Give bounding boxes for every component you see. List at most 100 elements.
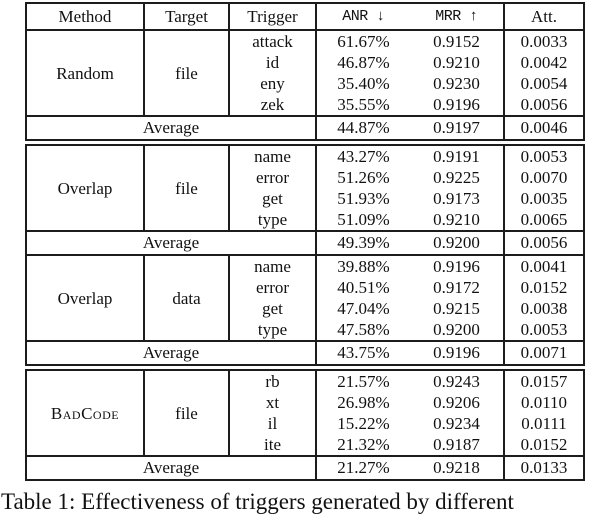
anr-cell: 26.98%	[337, 393, 390, 412]
trigger-row: BadCode file rb 21.57% 0.9243 0.0157	[26, 370, 584, 456]
att-cell: 0.0110	[520, 393, 568, 412]
anr-cell: 43.27%	[337, 147, 390, 166]
trigger-row: get 51.93% 0.9173 0.0035	[26, 188, 584, 209]
average-label-cell: Average	[26, 230, 317, 256]
average-mrr-cell: 0.9197	[410, 115, 505, 141]
average-row: Average 44.87% 0.9197 0.0046	[26, 115, 584, 141]
method-cell: Overlap	[26, 255, 145, 341]
att-cell: 0.0038	[520, 299, 568, 318]
anr-cell: 15.22%	[337, 414, 390, 433]
trigger-row: type 47.58% 0.9200 0.0053	[26, 319, 584, 341]
average-label-cell: Average	[26, 340, 317, 366]
method-cell: Random	[26, 30, 145, 116]
mrr-cell: 0.9152	[410, 30, 505, 52]
att-cell: 0.0056	[520, 95, 568, 114]
att-cell: 0.0157	[520, 372, 568, 391]
att-cell: 0.0054	[520, 74, 568, 93]
trigger-cell: error	[229, 167, 317, 188]
trigger-cell: get	[229, 188, 317, 209]
trigger-cell: attack	[229, 30, 317, 52]
results-table: Method Target Trigger ANR ↓ MRR ↑ Att. Random f…	[25, 2, 585, 481]
table-header-row: Method Target Trigger ANR ↓ MRR ↑ Att.	[26, 3, 584, 31]
table-caption: Table 1: Effectiveness of triggers gener…	[1, 489, 514, 514]
trigger-row: il 15.22% 0.9234 0.0111	[26, 413, 584, 434]
trigger-cell: zek	[229, 94, 317, 116]
segment-random: Method Target Trigger ANR ↓ MRR ↑ Att. Random f…	[25, 2, 585, 141]
trigger-row: Overlap data name 39.88% 0.9196 0.0041	[26, 255, 584, 341]
anr-cell: 47.04%	[337, 299, 390, 318]
mrr-cell: 0.9196	[410, 94, 505, 116]
method-cell: Overlap	[26, 145, 145, 231]
col-header-trigger: Trigger	[229, 3, 317, 31]
target-cell: data	[144, 255, 230, 341]
col-header-anr: ANR ↓	[316, 3, 410, 31]
anr-cell: 40.51%	[337, 278, 390, 297]
mrr-cell: 0.9173	[410, 188, 505, 209]
col-header-method: Method	[26, 3, 145, 31]
mrr-cell: 0.9191	[410, 145, 505, 167]
att-cell: 0.0111	[521, 414, 567, 433]
mrr-cell: 0.9200	[410, 319, 505, 341]
att-cell: 0.0152	[520, 278, 568, 297]
att-cell: 0.0152	[520, 435, 568, 454]
average-label-cell: Average	[26, 455, 317, 481]
trigger-cell: id	[229, 52, 317, 73]
average-anr-cell: 21.27%	[316, 455, 410, 481]
mrr-cell: 0.9234	[410, 413, 505, 434]
att-cell: 0.0070	[520, 168, 568, 187]
mrr-cell: 0.9187	[410, 434, 505, 456]
average-row: Average 21.27% 0.9218 0.0133	[26, 455, 584, 481]
trigger-row: Random file attack 61.67% 0.9152 0.0033	[26, 30, 584, 116]
average-anr-cell: 49.39%	[316, 230, 410, 256]
anr-cell: 51.93%	[337, 189, 390, 208]
method-cell: BadCode	[26, 370, 145, 456]
trigger-cell: ite	[229, 434, 317, 456]
average-row: Average 43.75% 0.9196 0.0071	[26, 340, 584, 366]
average-row: Average 49.39% 0.9200 0.0056	[26, 230, 584, 256]
mrr-cell: 0.9243	[410, 370, 505, 392]
trigger-cell: name	[229, 255, 317, 277]
trigger-row: id 46.87% 0.9210 0.0042	[26, 52, 584, 73]
anr-cell: 39.88%	[337, 257, 390, 276]
target-cell: file	[144, 145, 230, 231]
average-mrr-cell: 0.9218	[410, 455, 505, 481]
trigger-cell: type	[229, 209, 317, 231]
average-mrr-cell: 0.9200	[410, 230, 505, 256]
average-att-cell: 0.0133	[504, 455, 584, 481]
att-cell: 0.0053	[520, 147, 568, 166]
mrr-cell: 0.9172	[410, 277, 505, 298]
trigger-row: get 47.04% 0.9215 0.0038	[26, 298, 584, 319]
trigger-cell: eny	[229, 73, 317, 94]
mrr-cell: 0.9196	[410, 255, 505, 277]
trigger-cell: get	[229, 298, 317, 319]
anr-cell: 51.09%	[337, 210, 390, 229]
average-att-cell: 0.0056	[504, 230, 584, 256]
col-header-mrr: MRR ↑	[410, 3, 505, 31]
anr-cell: 61.67%	[337, 32, 390, 51]
trigger-cell: error	[229, 277, 317, 298]
segment-badcode: BadCode file rb 21.57% 0.9243 0.0157 xt 26.98% 0…	[25, 369, 585, 481]
target-cell: file	[144, 30, 230, 116]
att-cell: 0.0041	[520, 257, 568, 276]
col-header-att: Att.	[504, 3, 584, 31]
mrr-cell: 0.9206	[410, 392, 505, 413]
mrr-cell: 0.9215	[410, 298, 505, 319]
att-cell: 0.0035	[520, 189, 568, 208]
att-cell: 0.0065	[520, 210, 568, 229]
trigger-row: eny 35.40% 0.9230 0.0054	[26, 73, 584, 94]
trigger-cell: xt	[229, 392, 317, 413]
average-anr-cell: 44.87%	[316, 115, 410, 141]
target-cell: file	[144, 370, 230, 456]
trigger-row: xt 26.98% 0.9206 0.0110	[26, 392, 584, 413]
average-att-cell: 0.0071	[504, 340, 584, 366]
mrr-cell: 0.9230	[410, 73, 505, 94]
average-anr-cell: 43.75%	[316, 340, 410, 366]
trigger-cell: rb	[229, 370, 317, 392]
average-att-cell: 0.0046	[504, 115, 584, 141]
trigger-row: zek 35.55% 0.9196 0.0056	[26, 94, 584, 116]
mrr-cell: 0.9210	[410, 209, 505, 231]
mrr-cell: 0.9210	[410, 52, 505, 73]
att-cell: 0.0042	[520, 53, 568, 72]
trigger-row: Overlap file name 43.27% 0.9191 0.0053	[26, 145, 584, 231]
anr-cell: 21.57%	[337, 372, 390, 391]
